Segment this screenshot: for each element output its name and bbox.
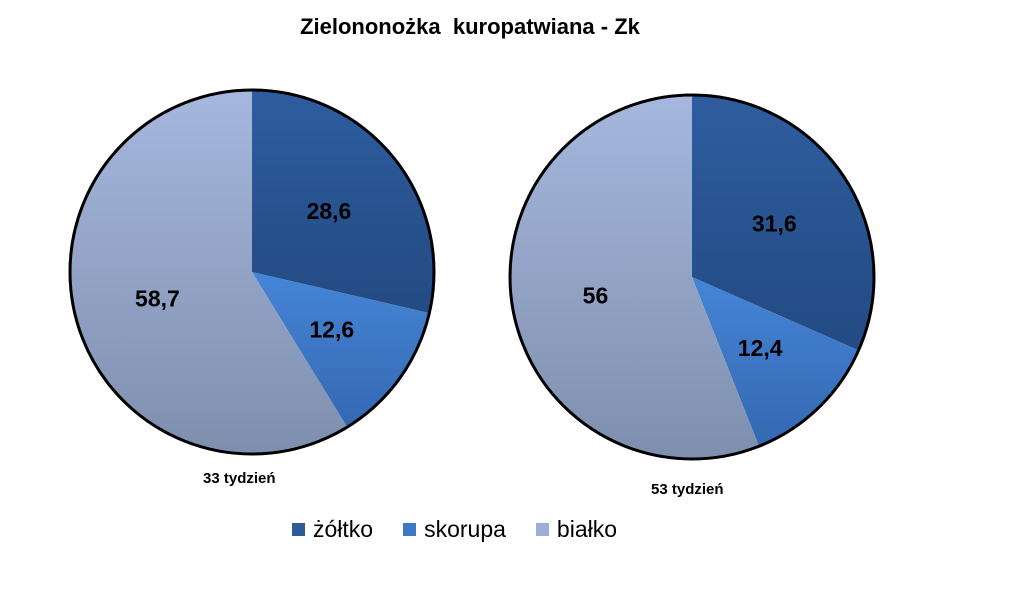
data-label-zoltko: 28,6 (307, 198, 352, 224)
pie-slice-skorupa (692, 277, 859, 447)
legend-label-skorupa: skorupa (424, 516, 506, 542)
pie-caption-33: 33 tydzień (203, 470, 276, 487)
chart-title: Zielononożka kuropatwiana - Zk (300, 14, 640, 39)
data-label-bialko: 56 (583, 282, 609, 308)
data-label-skorupa: 12,4 (738, 335, 783, 361)
legend-label-bialko: białko (556, 516, 618, 542)
legend: żółtko skorupa białko (292, 516, 617, 543)
pie-slice-bialko (510, 95, 759, 459)
data-label-skorupa: 12,6 (309, 316, 354, 342)
legend-item-skorupa: skorupa (403, 516, 506, 543)
pie-outline (68, 88, 436, 456)
pie-33-tydzien: 28,6 12,6 58,7 (68, 88, 436, 456)
legend-item-bialko: białko (535, 516, 618, 543)
pie-slice-skorupa (252, 272, 430, 428)
pie-slice-zoltko (252, 90, 435, 314)
legend-label-zoltko: żółtko (313, 516, 374, 542)
legend-swatch-skorupa (403, 523, 417, 536)
pie-slice-bialko (70, 90, 348, 454)
data-label-bialko: 58,7 (135, 286, 180, 312)
pie-53-tydzien: 31,6 12,4 56 (508, 93, 876, 461)
pie-caption-53: 53 tydzień (651, 481, 724, 498)
legend-swatch-bialko (535, 523, 549, 536)
legend-swatch-zoltko (292, 523, 305, 536)
legend-item-zoltko: żółtko (292, 516, 373, 543)
pie-outline (508, 93, 876, 461)
data-label-zoltko: 31,6 (752, 210, 797, 236)
